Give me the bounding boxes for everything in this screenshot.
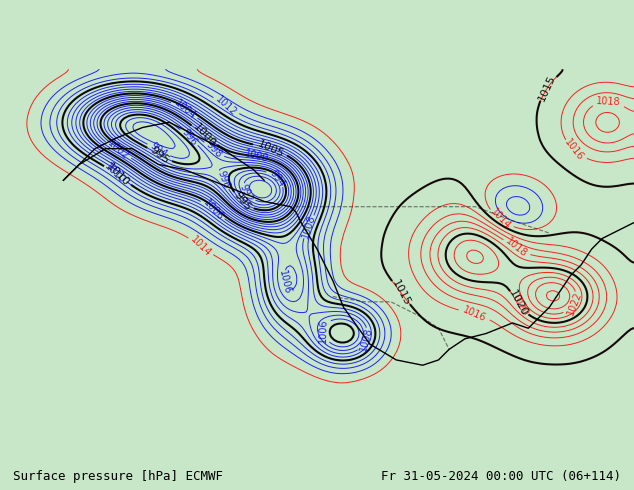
Text: 1018: 1018 <box>503 236 529 260</box>
Text: 998: 998 <box>204 140 223 160</box>
Text: 1010: 1010 <box>103 161 127 185</box>
Text: 995: 995 <box>148 144 171 165</box>
Text: 994: 994 <box>148 141 169 160</box>
Text: 996: 996 <box>179 127 199 148</box>
Text: 1016: 1016 <box>462 305 488 324</box>
Text: 1005: 1005 <box>256 139 286 159</box>
Text: 1022: 1022 <box>566 290 583 317</box>
Text: 1014: 1014 <box>488 207 512 232</box>
Text: 1000: 1000 <box>191 122 217 149</box>
Text: 994: 994 <box>268 168 287 189</box>
Text: 1015: 1015 <box>390 278 412 307</box>
Text: 1020: 1020 <box>509 293 530 318</box>
Text: 1018: 1018 <box>596 96 621 107</box>
Text: Surface pressure [hPa] ECMWF: Surface pressure [hPa] ECMWF <box>13 470 223 483</box>
Text: 992: 992 <box>238 182 255 203</box>
Text: 1004: 1004 <box>172 98 197 122</box>
Text: 1016: 1016 <box>563 138 586 163</box>
Text: 1008: 1008 <box>358 326 374 353</box>
Text: 1002: 1002 <box>106 138 131 162</box>
Text: 1015: 1015 <box>537 74 557 103</box>
Text: 1006: 1006 <box>318 318 328 343</box>
Text: 1020: 1020 <box>507 289 529 318</box>
Text: 995: 995 <box>231 190 253 213</box>
Text: 1010: 1010 <box>105 162 131 189</box>
Text: 1014: 1014 <box>188 234 213 259</box>
Text: 1006: 1006 <box>277 269 293 295</box>
Text: 1008: 1008 <box>300 214 317 240</box>
Text: 1012: 1012 <box>214 94 238 118</box>
Text: 996: 996 <box>216 170 231 190</box>
Text: 1006: 1006 <box>201 197 225 222</box>
Text: Fr 31-05-2024 00:00 UTC (06+114): Fr 31-05-2024 00:00 UTC (06+114) <box>381 470 621 483</box>
Text: 1000: 1000 <box>243 148 269 165</box>
